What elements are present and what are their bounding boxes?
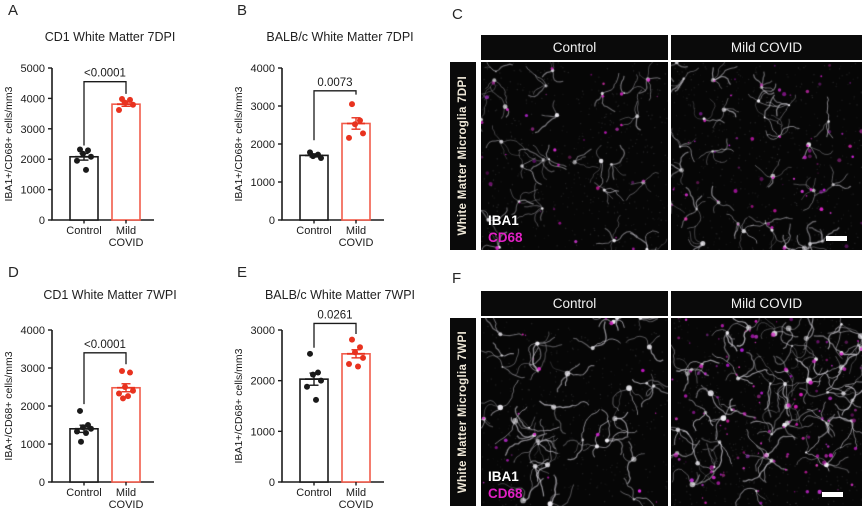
panel-letter-b: B: [237, 2, 248, 19]
micrograph-mild-covid-7wpi: [671, 318, 862, 506]
column-header-mild-covid-7dpi: Mild COVID: [671, 35, 862, 60]
panel-a: A CD1 White Matter 7DPI 0 1000 2000 3000 400…: [0, 0, 220, 262]
svg-text:1000: 1000: [251, 426, 275, 438]
row-label-7wpi: White Matter Microglia 7WPI: [450, 318, 476, 506]
svg-text:Control: Control: [296, 487, 331, 499]
svg-text:0: 0: [39, 215, 45, 227]
svg-text:<0.0001: <0.0001: [84, 339, 126, 351]
svg-text:COVID: COVID: [339, 499, 374, 511]
svg-text:2000: 2000: [251, 376, 275, 388]
svg-text:3000: 3000: [21, 124, 45, 136]
svg-text:1000: 1000: [251, 177, 275, 189]
row-label-text: White Matter Microglia 7DPI: [457, 76, 469, 236]
panel-letter-c: C: [452, 6, 463, 23]
svg-text:Mild: Mild: [116, 225, 136, 237]
svg-text:3000: 3000: [251, 325, 275, 337]
svg-text:Control: Control: [296, 225, 331, 237]
stain-label-iba1: IBA1: [488, 213, 519, 228]
column-header-mild-covid-7wpi: Mild COVID: [671, 291, 862, 316]
column-header-label: Mild COVID: [730, 40, 803, 55]
panel-d: D CD1 White Matter 7WPI 0 1000 2000 3000 400…: [0, 262, 220, 524]
svg-text:COVID: COVID: [109, 237, 144, 249]
svg-text:0: 0: [269, 477, 275, 489]
svg-text:1000: 1000: [21, 439, 45, 451]
svg-text:4000: 4000: [21, 325, 45, 337]
panel-b: B BALB/c White Matter 7DPI 0 1000 2000 3000…: [230, 0, 450, 262]
svg-text:5000: 5000: [21, 63, 45, 75]
bar-chart-cd1-7dpi: 0 1000 2000 3000 4000 5000 IBA1+/CD68+ cells/m…: [3, 63, 154, 249]
svg-text:0.0073: 0.0073: [317, 77, 352, 89]
column-header-label: Control: [552, 296, 597, 311]
svg-text:IBA1+/CD68+ cells/mm3: IBA1+/CD68+ cells/mm3: [233, 348, 245, 463]
chart-title-e: BALB/c White Matter 7WPI: [264, 288, 416, 302]
chart-title-b: BALB/c White Matter 7DPI: [266, 30, 414, 44]
column-header-label: Mild COVID: [730, 296, 803, 311]
row-label-7dpi: White Matter Microglia 7DPI: [450, 62, 476, 250]
bar-chart-balbc-7dpi: 0 1000 2000 3000 4000 IBA1+/CD68+ cells/mm3 Co…: [233, 63, 384, 249]
svg-text:4000: 4000: [251, 63, 275, 75]
micrograph-control-7wpi: [481, 318, 668, 506]
svg-text:2000: 2000: [21, 401, 45, 413]
svg-text:COVID: COVID: [109, 499, 144, 511]
svg-text:2000: 2000: [251, 139, 275, 151]
svg-text:IBA1+/CD68+ cells/mm3: IBA1+/CD68+ cells/mm3: [3, 86, 15, 201]
chart-title-a: CD1 White Matter 7DPI: [44, 30, 176, 44]
svg-text:0: 0: [269, 215, 275, 227]
column-header-control-7dpi: Control: [481, 35, 668, 60]
stain-label-cd68: CD68: [488, 486, 523, 501]
svg-text:2000: 2000: [21, 154, 45, 166]
svg-text:COVID: COVID: [339, 237, 374, 249]
svg-text:0: 0: [39, 477, 45, 489]
svg-text:Mild: Mild: [346, 487, 366, 499]
svg-text:IBA+/CD68+ cells/mm3: IBA+/CD68+ cells/mm3: [3, 351, 15, 460]
stain-label-iba1: IBA1: [488, 469, 519, 484]
micrograph-control-7dpi: [481, 62, 668, 250]
svg-text:3000: 3000: [21, 363, 45, 375]
svg-text:IBA1+/CD68+ cells/mm3: IBA1+/CD68+ cells/mm3: [233, 86, 245, 201]
svg-text:Mild: Mild: [346, 225, 366, 237]
scale-bar: [826, 236, 847, 241]
svg-text:3000: 3000: [251, 101, 275, 113]
panel-letter-e: E: [237, 264, 248, 281]
stain-label-cd68: CD68: [488, 230, 523, 245]
svg-text:4000: 4000: [21, 93, 45, 105]
panel-letter-d: D: [8, 264, 19, 281]
micrograph-mild-covid-7dpi: [671, 62, 862, 250]
svg-text:1000: 1000: [21, 185, 45, 197]
svg-text:<0.0001: <0.0001: [84, 68, 126, 80]
column-header-control-7wpi: Control: [481, 291, 668, 316]
svg-text:Mild: Mild: [116, 487, 136, 499]
svg-text:Control: Control: [66, 225, 101, 237]
scale-bar: [822, 492, 843, 497]
bar-chart-cd1-7wpi: 0 1000 2000 3000 4000 IBA+/CD68+ cells/mm3 Con…: [3, 325, 154, 511]
panel-letter-f: F: [452, 270, 462, 287]
svg-text:0.0261: 0.0261: [317, 310, 352, 321]
svg-text:Control: Control: [66, 487, 101, 499]
bar-chart-balbc-7wpi: 0 1000 2000 3000 IBA1+/CD68+ cells/mm3 Contro…: [233, 310, 384, 511]
column-header-label: Control: [552, 40, 597, 55]
panel-e: E BALB/c White Matter 7WPI 0 1000 2000 3000…: [230, 262, 450, 524]
panel-letter-a: A: [8, 2, 19, 19]
row-label-text: White Matter Microglia 7WPI: [457, 330, 469, 494]
chart-title-d: CD1 White Matter 7WPI: [43, 288, 177, 302]
